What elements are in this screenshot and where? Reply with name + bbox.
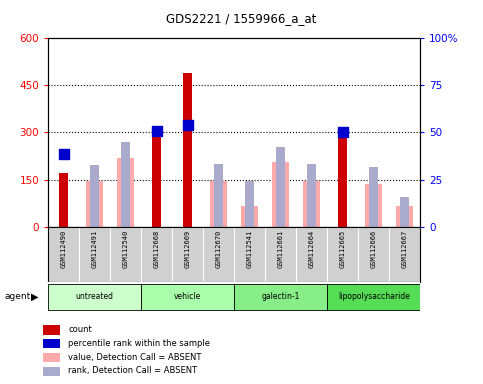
Point — [339, 129, 347, 136]
Text: value, Detection Call = ABSENT: value, Detection Call = ABSENT — [69, 353, 202, 362]
Point — [60, 151, 68, 157]
Bar — [369, 167, 378, 227]
Bar — [59, 173, 68, 227]
Bar — [400, 197, 410, 227]
Bar — [90, 166, 99, 227]
Bar — [121, 142, 130, 227]
Bar — [303, 181, 320, 227]
Bar — [272, 162, 289, 227]
Bar — [307, 164, 316, 227]
Bar — [141, 284, 234, 310]
Text: GSM112541: GSM112541 — [247, 229, 253, 268]
Bar — [86, 181, 103, 227]
Bar — [327, 284, 420, 310]
Text: count: count — [69, 325, 92, 334]
Bar — [276, 147, 285, 227]
Text: GSM112667: GSM112667 — [402, 229, 408, 268]
Bar — [43, 367, 60, 376]
Text: GSM112664: GSM112664 — [309, 229, 315, 268]
Text: GDS2221 / 1559966_a_at: GDS2221 / 1559966_a_at — [166, 12, 317, 25]
Text: rank, Detection Call = ABSENT: rank, Detection Call = ABSENT — [69, 366, 198, 376]
Bar — [245, 181, 255, 227]
Bar — [48, 284, 142, 310]
Text: ▶: ▶ — [31, 291, 39, 302]
Bar — [43, 339, 60, 349]
Bar — [214, 164, 224, 227]
Bar — [210, 181, 227, 227]
Text: GSM112666: GSM112666 — [371, 229, 377, 268]
Text: percentile rank within the sample: percentile rank within the sample — [69, 339, 211, 348]
Text: untreated: untreated — [76, 292, 114, 301]
Text: vehicle: vehicle — [174, 292, 201, 301]
Point — [184, 122, 192, 128]
Text: lipopolysaccharide: lipopolysaccharide — [338, 292, 410, 301]
Bar — [153, 129, 161, 227]
Text: GSM112670: GSM112670 — [216, 229, 222, 268]
Point — [153, 128, 161, 134]
Text: GSM112490: GSM112490 — [61, 229, 67, 268]
Bar — [184, 73, 192, 227]
Bar — [365, 184, 382, 227]
Text: GSM112669: GSM112669 — [185, 229, 191, 268]
Text: GSM112540: GSM112540 — [123, 229, 129, 268]
Bar — [43, 353, 60, 362]
Bar — [234, 284, 327, 310]
Bar — [117, 157, 134, 227]
Text: GSM112665: GSM112665 — [340, 229, 346, 268]
Bar — [241, 206, 258, 227]
Text: galectin-1: galectin-1 — [262, 292, 300, 301]
Text: GSM112491: GSM112491 — [92, 229, 98, 268]
Text: GSM112661: GSM112661 — [278, 229, 284, 268]
Bar — [43, 326, 60, 335]
Text: GSM112668: GSM112668 — [154, 229, 160, 268]
Bar — [339, 129, 347, 227]
Bar — [396, 206, 413, 227]
Text: agent: agent — [5, 292, 31, 301]
